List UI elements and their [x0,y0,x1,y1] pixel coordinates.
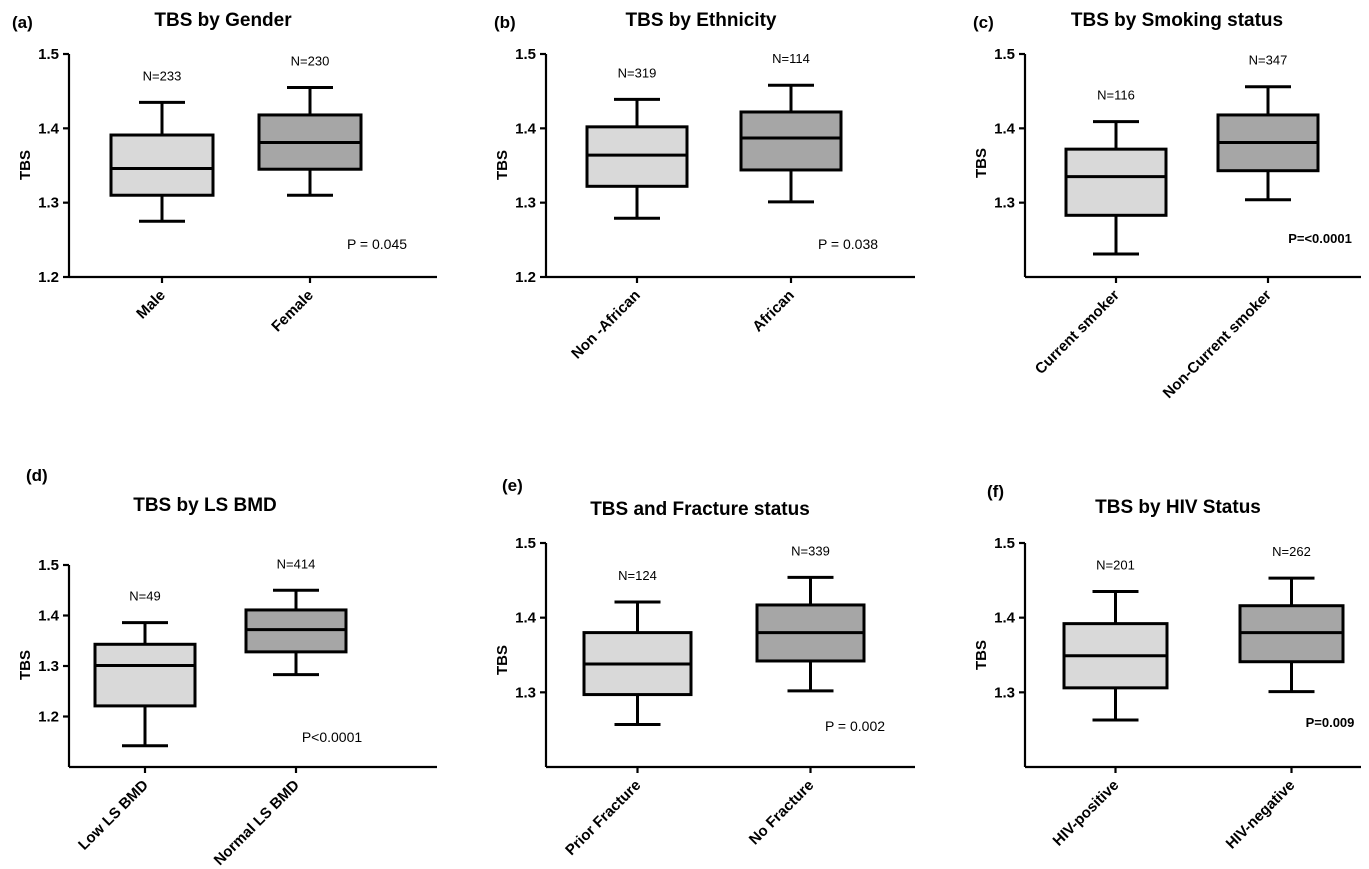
n-label: N=201 [1096,558,1135,573]
n-label: N=114 [772,51,810,66]
y-tick-label: 1.5 [515,535,536,552]
x-category-label: Female [268,287,317,336]
y-axis-label: TBS [17,150,34,180]
y-axis-label: TBS [17,650,34,680]
p-value-label: P=0.009 [1306,715,1355,730]
chart-panel-a: (a) TBS by Gender TBS 1.2 1.3 1.4 1.5 N=233 Male… [12,10,437,335]
y-axis-label: TBS [494,150,511,180]
p-value-label: P = 0.002 [825,718,885,734]
y-tick-label: 1.3 [994,195,1015,212]
y-axis-label: TBS [973,640,990,670]
y-tick-label: 1.5 [994,535,1015,552]
panel-letter: (c) [973,13,994,32]
y-tick-label: 1.4 [38,120,60,137]
x-category-label: Prior Fracture [562,777,644,859]
y-tick-label: 1.2 [515,269,536,286]
n-label: N=230 [291,53,330,68]
chart-title: TBS by Gender [154,10,292,31]
n-label: N=414 [277,556,316,571]
p-value-label: P = 0.038 [818,236,878,252]
panel-letter: (a) [12,13,33,32]
y-tick-label: 1.3 [38,658,59,675]
x-category-label: Non-Current smoker [1160,287,1275,402]
box-0 [109,133,215,197]
n-label: N=347 [1249,53,1288,68]
y-axis-label: TBS [973,148,990,178]
y-tick-label: 1.5 [38,46,59,63]
box-0 [93,642,197,708]
x-category-label: No Fracture [746,777,818,849]
y-tick-label: 1.5 [994,46,1015,63]
x-category-label: HIV-negative [1223,777,1299,853]
y-tick-label: 1.4 [515,610,537,627]
box-1 [739,110,843,172]
x-category-label: Current smoker [1032,287,1123,378]
chart-title: TBS by Ethnicity [626,10,777,31]
p-value-label: P<0.0001 [302,729,363,745]
y-tick-label: 1.4 [994,610,1016,627]
n-label: N=339 [791,543,830,558]
panel-letter: (d) [26,466,48,485]
y-tick-label: 1.4 [994,120,1016,137]
y-tick-label: 1.3 [38,195,59,212]
y-tick-label: 1.3 [515,195,536,212]
chart-panel-d: (d) TBS by LS BMD TBS 1.2 1.3 1.4 1.5 N=49 Low L… [17,466,437,869]
p-value-label: P=<0.0001 [1288,231,1352,246]
y-tick-label: 1.3 [515,684,536,701]
n-label: N=233 [143,68,182,83]
box-0 [1064,147,1168,217]
y-tick-label: 1.2 [38,269,59,286]
y-tick-label: 1.2 [38,709,59,726]
panel-letter: (b) [494,13,516,32]
x-category-label: Non -African [568,287,644,363]
x-category-label: HIV-positive [1050,777,1123,850]
x-category-label: Male [133,287,169,323]
n-label: N=319 [618,65,657,80]
panel-letter: (e) [502,476,523,495]
y-axis-label: TBS [494,645,511,675]
n-label: N=116 [1097,88,1135,103]
y-tick-label: 1.5 [38,557,59,574]
y-tick-label: 1.5 [515,46,536,63]
y-tick-label: 1.4 [38,608,60,625]
x-category-label: African [749,287,798,336]
panel-letter: (f) [987,482,1004,501]
n-label: N=124 [618,568,657,583]
chart-title: TBS by Smoking status [1071,10,1283,31]
y-tick-label: 1.4 [515,120,537,137]
chart-title: TBS by LS BMD [133,495,277,516]
p-value-label: P = 0.045 [347,236,407,252]
x-category-label: Normal LS BMD [211,777,303,869]
chart-panel-b: (b) TBS by Ethnicity TBS 1.2 1.3 1.4 1.5 N=319 N… [494,10,915,362]
y-tick-label: 1.3 [994,684,1015,701]
x-category-label: Low LS BMD [75,777,152,854]
n-label: N=49 [129,589,160,604]
n-label: N=262 [1272,544,1311,559]
chart-title: TBS by HIV Status [1095,497,1261,518]
chart-title: TBS and Fracture status [590,499,810,520]
